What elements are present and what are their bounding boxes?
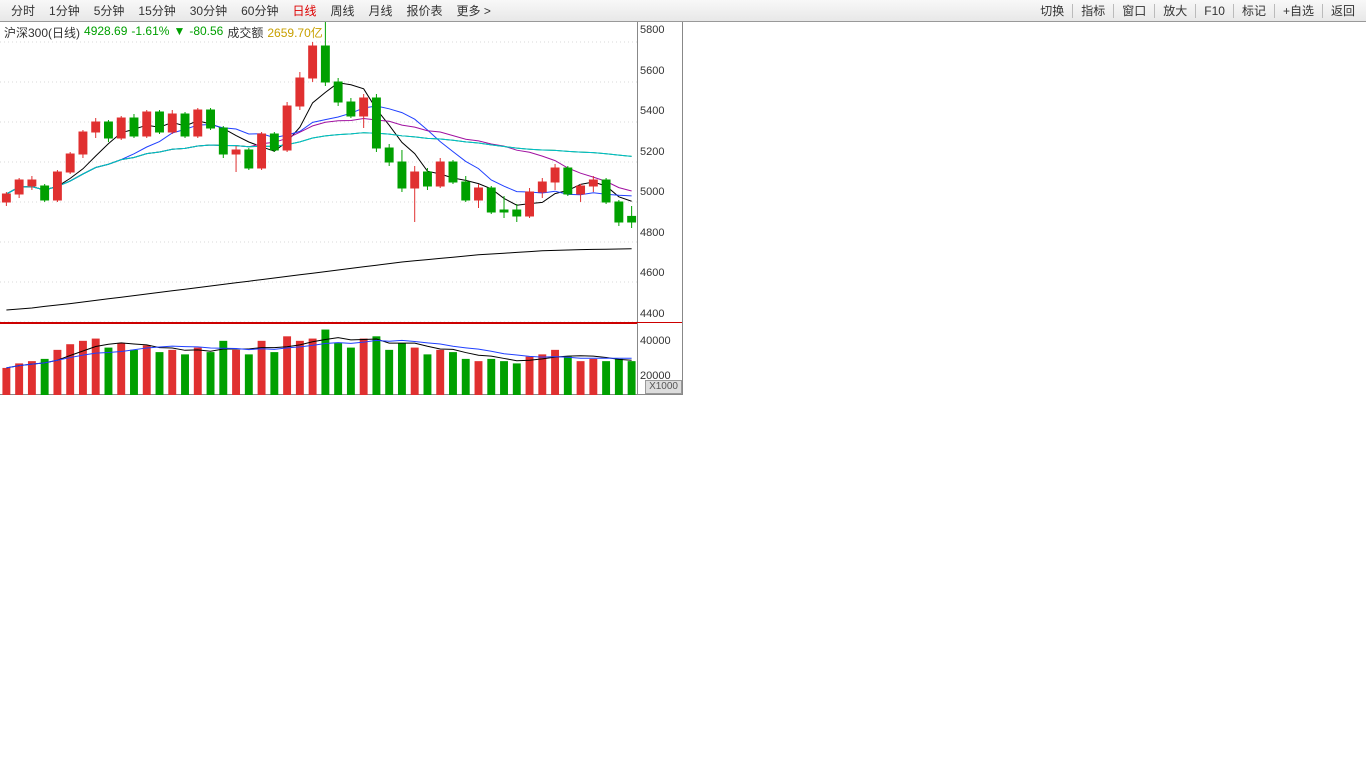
y-tick: 5800 xyxy=(640,24,680,36)
volume-scale-tag: X1000 xyxy=(645,380,682,394)
chart-grid: 沪深300(日线)4928.69-1.61%▼-80.56成交额2659.70亿… xyxy=(0,22,1366,768)
tool-返回[interactable]: 返回 xyxy=(1324,0,1362,22)
y-tick: 5400 xyxy=(640,105,680,117)
timeframe-5[interactable]: 60分钟 xyxy=(234,0,285,22)
timeframe-4[interactable]: 30分钟 xyxy=(183,0,234,22)
timeframe-1[interactable]: 1分钟 xyxy=(42,0,87,22)
tool-标记[interactable]: 标记 xyxy=(1235,0,1273,22)
panel-header: 沪深300(日线)4928.69-1.61%▼-80.56成交额2659.70亿 xyxy=(4,24,323,41)
y-tick: 5600 xyxy=(640,65,680,77)
y-tick: 4800 xyxy=(640,227,680,239)
price-chart[interactable]: 5800 5600 5400 5200 5000 4800 4600 4400 xyxy=(0,22,682,322)
timeframe-2[interactable]: 5分钟 xyxy=(87,0,132,22)
timeframe-3[interactable]: 15分钟 xyxy=(131,0,182,22)
direction-arrow-icon: ▼ xyxy=(173,24,185,41)
timeframe-8[interactable]: 月线 xyxy=(362,0,400,22)
y-axis: 5800 5600 5400 5200 5000 4800 4600 4400 xyxy=(637,22,682,322)
vol-y-tick: 40000 xyxy=(640,335,680,347)
tool-指标[interactable]: 指标 xyxy=(1074,0,1112,22)
price-value: 4928.69 xyxy=(84,24,127,41)
timeframe-0[interactable]: 分时 xyxy=(4,0,42,22)
volume-value: 2659.70亿 xyxy=(267,24,322,41)
toolbar-right: 切换指标窗口放大F10标记+自选返回 xyxy=(1033,0,1362,22)
tool-切换[interactable]: 切换 xyxy=(1033,0,1071,22)
timeframe-6[interactable]: 日线 xyxy=(285,0,323,22)
tool-F10[interactable]: F10 xyxy=(1197,0,1232,22)
tool-+自选[interactable]: +自选 xyxy=(1276,0,1321,22)
volume-label: 成交额 xyxy=(227,24,263,41)
top-toolbar: 分时1分钟5分钟15分钟30分钟60分钟日线周线月线报价表更多 > 切换指标窗口… xyxy=(0,0,1366,22)
y-tick: 4600 xyxy=(640,267,680,279)
pct-change: -1.61% xyxy=(131,24,169,41)
timeframe-7[interactable]: 周线 xyxy=(323,0,361,22)
index-name: 沪深300(日线) xyxy=(4,24,80,41)
abs-change: -80.56 xyxy=(189,24,223,41)
toolbar-left: 分时1分钟5分钟15分钟30分钟60分钟日线周线月线报价表更多 > xyxy=(4,0,498,22)
volume-chart[interactable]: 4000020000X1000 xyxy=(0,322,682,394)
tool-窗口[interactable]: 窗口 xyxy=(1115,0,1153,22)
timeframe-10[interactable]: 更多 > xyxy=(450,0,498,22)
tool-放大[interactable]: 放大 xyxy=(1156,0,1194,22)
chart-panel-0: 沪深300(日线)4928.69-1.61%▼-80.56成交额2659.70亿… xyxy=(0,22,683,395)
y-tick: 4400 xyxy=(640,308,680,320)
y-tick: 5200 xyxy=(640,146,680,158)
timeframe-9[interactable]: 报价表 xyxy=(400,0,450,22)
y-tick: 5000 xyxy=(640,186,680,198)
